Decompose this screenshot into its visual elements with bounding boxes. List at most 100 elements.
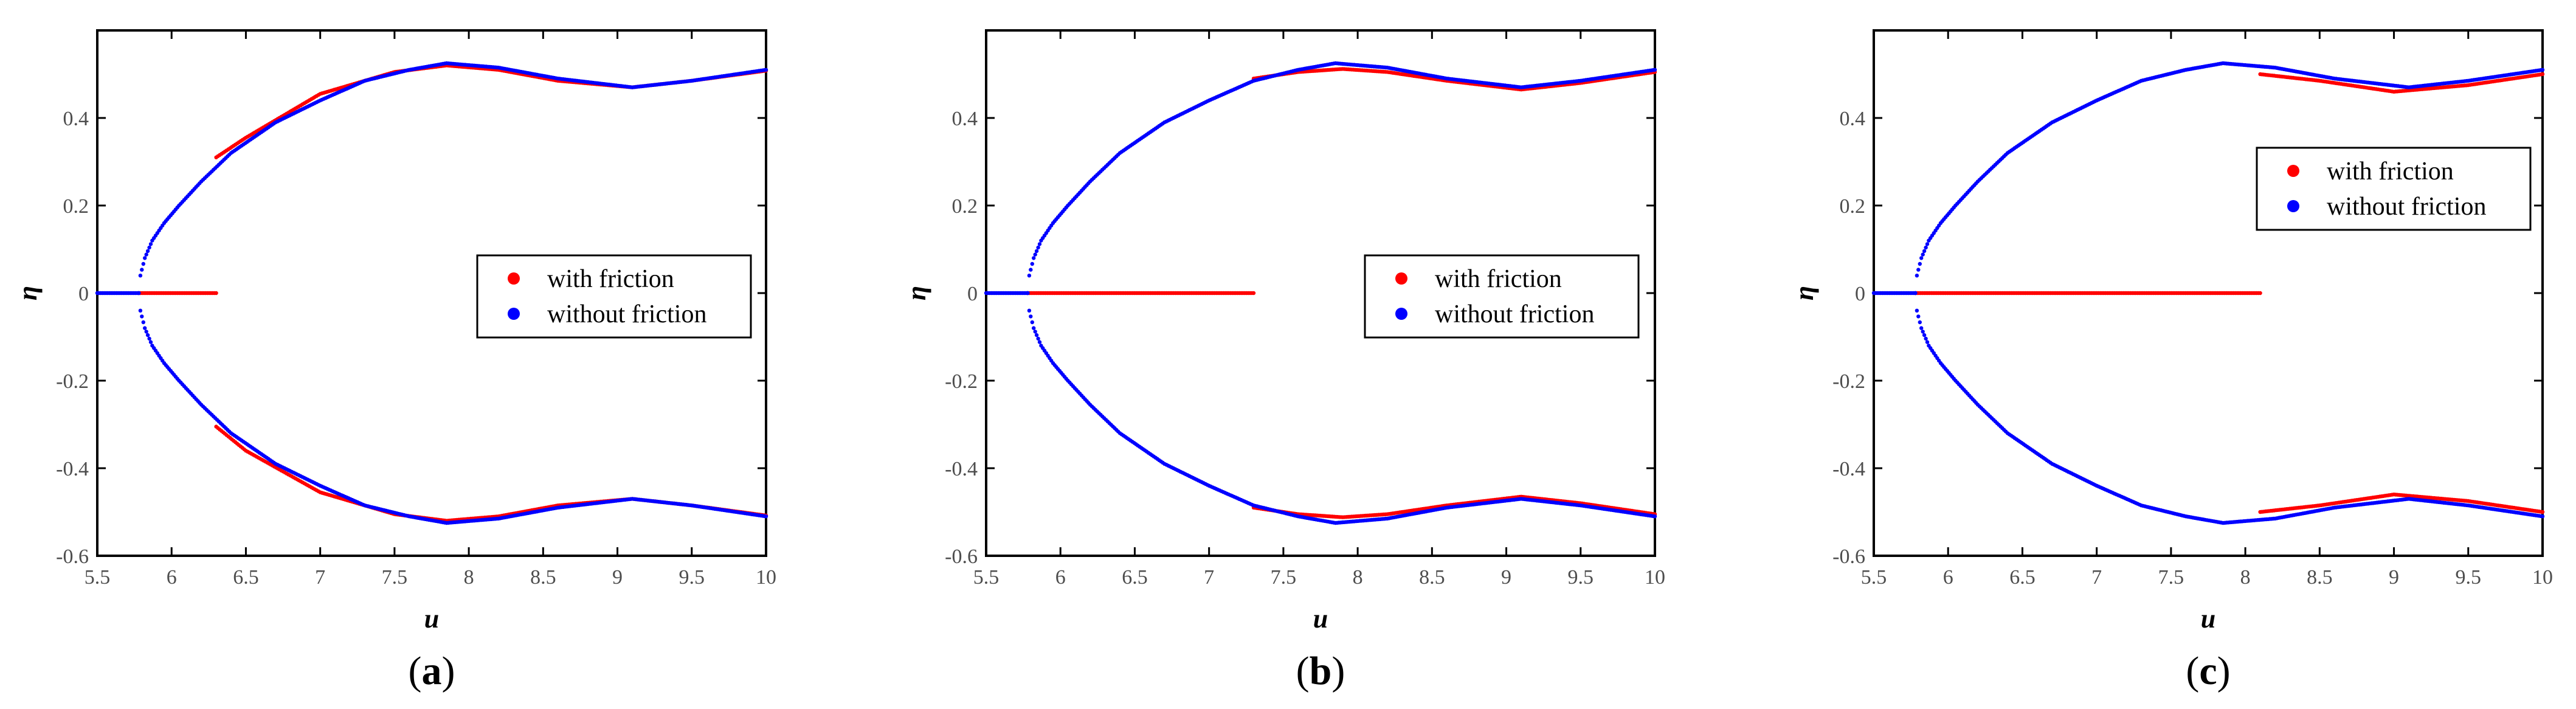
data-point [141,320,145,325]
data-point [1919,326,1924,330]
x-tick-label: 6 [167,566,177,589]
data-point [148,340,153,344]
data-point [2258,291,2262,296]
data-point [1652,67,1657,72]
y-tick-label: 0.2 [63,195,89,218]
y-axis-label: η [902,286,931,300]
data-point [1924,245,1928,250]
legend: with friction without friction [1364,254,1640,339]
x-tick-label: 9 [612,566,623,589]
data-point [1918,261,1922,266]
data-point [2540,67,2545,72]
legend-label: with friction [2327,157,2454,185]
legend-marker [508,308,520,320]
data-point [1652,514,1657,519]
x-tick-label: 5.5 [973,566,1000,589]
data-point [1027,274,1032,278]
y-tick-label: -0.2 [1832,370,1865,393]
data-point [1922,249,1927,254]
x-axis-label: u [2201,604,2215,634]
y-tick-label: 0 [967,283,978,305]
data-point [1032,326,1036,330]
y-tick-label: -0.2 [56,370,89,393]
data-point [137,291,141,296]
data-point [1925,340,1930,344]
x-tick-label: 8.5 [2307,566,2333,589]
data-point [140,314,144,319]
data-point [1918,320,1922,325]
y-tick-label: -0.4 [1832,458,1865,480]
series-with-friction [1913,72,2545,514]
x-tick-label: 9 [2389,566,2399,589]
x-tick-label: 6.5 [2009,566,2036,589]
x-tick-label: 9 [1501,566,1511,589]
data-point [1037,340,1042,344]
legend-label: without friction [547,300,706,328]
data-point [1919,256,1924,260]
data-point [764,514,768,519]
data-point [2540,514,2545,519]
data-point [1915,308,1919,313]
data-point [1916,314,1921,319]
data-point [1027,308,1032,313]
data-point [138,274,143,278]
y-tick-label: 0.4 [952,108,978,130]
y-tick-label: 0 [78,283,89,305]
panel-label: (c) [2186,649,2230,693]
x-tick-label: 6.5 [233,566,259,589]
data-point [764,67,768,72]
data-point [2540,72,2545,77]
data-point [148,242,153,246]
data-point [147,336,151,341]
panel-label: (a) [409,649,455,693]
legend-box [1364,254,1640,339]
series-without-friction [95,61,768,525]
y-tick-label: -0.6 [56,545,89,568]
x-axis-label: u [424,604,439,634]
chart-panel-b: 5.5 6 6.5 7 7.5 8 8.5 9 9.5 10 -0.6 -0.4 -0.2 0 0.2 0.4… [902,29,1665,693]
x-tick-label: 7 [1204,566,1214,589]
legend-label: without friction [1435,300,1594,328]
data-point [1916,268,1921,272]
y-tick-label: -0.4 [945,458,978,480]
x-tick-label: 7.5 [382,566,408,589]
data-point [1915,274,1919,278]
data-point [1921,330,1925,334]
data-point [144,252,148,257]
data-point [1034,333,1039,337]
data-point [1921,252,1925,257]
data-point [214,291,218,296]
x-tick-label: 6 [1055,566,1066,589]
data-point [1034,249,1039,254]
legend-label: with friction [1435,265,1562,293]
x-tick-label: 5.5 [1861,566,1887,589]
y-tick-label: 0.4 [1840,108,1866,130]
data-point [145,249,150,254]
panel-label: (b) [1296,649,1345,693]
x-tick-label: 8 [1353,566,1363,589]
x-tick-label: 9.5 [2456,566,2482,589]
data-point [1030,261,1035,266]
x-tick-label: 8.5 [530,566,556,589]
data-point [1029,268,1033,272]
series-without-friction [984,61,1657,525]
y-axis-label: η [13,286,43,300]
x-tick-label: 7 [315,566,325,589]
data-point [140,268,144,272]
legend-marker [2287,200,2299,212]
data-point [1036,245,1040,250]
y-tick-label: -0.6 [1832,545,1865,568]
x-tick-label: 7 [2091,566,2102,589]
data-point [1036,336,1040,341]
legend-box [476,254,752,339]
data-point [1913,291,1918,296]
data-point [1922,333,1927,337]
y-tick-label: -0.4 [56,458,89,480]
data-point [147,245,151,250]
data-point [143,326,147,330]
y-tick-label: 0.2 [1840,195,1866,218]
legend-marker [2287,165,2299,177]
chart-panel-c: 5.5 6 6.5 7 7.5 8 8.5 9 9.5 10 -0.6 -0.4 -0.2 0 0.2 0.4… [1789,29,2553,693]
legend-marker [1395,308,1407,320]
